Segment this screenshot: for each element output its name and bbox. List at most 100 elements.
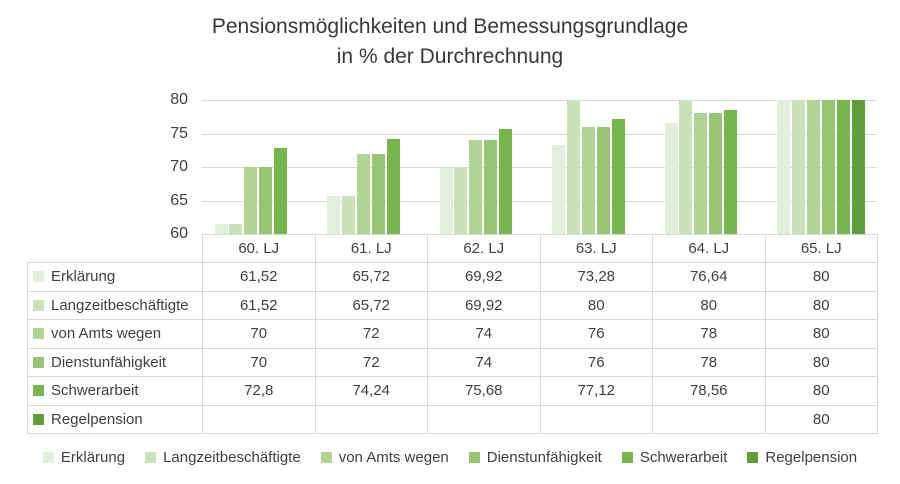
gridline — [202, 167, 877, 168]
bar — [566, 100, 580, 234]
table-value-cell: 80 — [764, 347, 878, 377]
bar — [709, 113, 723, 234]
table-value-cell: 78,56 — [652, 376, 766, 406]
data-table-grid: 60. LJ 61. LJ 62. LJ 63. LJ 64. LJ 65. LJ Erkl… — [27, 234, 878, 434]
table-value-cell — [539, 404, 653, 434]
bar — [851, 100, 865, 234]
bar — [581, 126, 595, 234]
gridline — [202, 133, 877, 135]
series-key-icon — [33, 328, 44, 340]
table-row-label: Regelpension — [27, 404, 203, 434]
table-value-cell: 80 — [764, 376, 878, 406]
bar — [596, 126, 610, 234]
table-value-cell: 69,92 — [427, 262, 541, 292]
table-row: Regelpension 80 — [27, 404, 878, 434]
table-value-cell: 70 — [202, 347, 316, 377]
legend-item: Regelpension — [747, 449, 857, 466]
table-value-cell — [314, 404, 428, 434]
table-header-cell: 65. LJ — [764, 234, 878, 263]
plot-area — [202, 100, 877, 234]
legend-swatch-icon — [145, 452, 157, 463]
series-name-label: Schwerarbeit — [51, 382, 139, 400]
table-value-cell: 65,72 — [314, 262, 428, 292]
series-key-icon — [33, 356, 44, 368]
table-value-cell — [427, 404, 541, 434]
bar — [356, 153, 370, 234]
y-axis-tick-label: 70 — [170, 158, 188, 175]
y-axis-tick-label: 65 — [170, 191, 188, 209]
series-key-icon — [33, 299, 44, 311]
legend-item: Dienstunfähigkeit — [468, 449, 602, 466]
table-value-cell: 80 — [764, 290, 878, 320]
bar — [552, 145, 565, 234]
bar — [821, 100, 835, 234]
table-header-cell: 62. LJ — [427, 234, 541, 263]
series-name-label: Dienstunfähigkeit — [51, 353, 167, 371]
legend-item: von Amts wegen — [320, 449, 449, 466]
legend-label: von Amts wegen — [338, 449, 449, 466]
chart-title: Pensionsmöglichkeiten und Bemessungsgrun… — [0, 12, 900, 72]
series-name-label: Langzeitbeschäftigte — [51, 296, 189, 314]
bar — [611, 119, 625, 234]
table-row-label: von Amts wegen — [27, 319, 203, 349]
table-value-cell: 61,52 — [202, 262, 316, 292]
legend-label: Erklärung — [60, 449, 126, 466]
table-value-cell: 74,24 — [314, 376, 428, 406]
table-row-label: Dienstunfähigkeit — [27, 347, 203, 377]
bar — [274, 148, 288, 234]
table-value-cell: 80 — [652, 290, 766, 320]
table-value-cell: 80 — [764, 319, 878, 349]
table-row: von Amts wegen 70 72 74 76 78 80 — [27, 319, 878, 349]
y-axis-tick-label: 80 — [170, 91, 188, 108]
bar — [371, 153, 385, 234]
table-row: Schwerarbeit 72,8 74,24 75,68 77,12 78,56 80 — [27, 376, 878, 406]
bar — [836, 100, 850, 234]
bar — [327, 195, 340, 234]
bar — [341, 195, 355, 234]
legend-swatch-icon — [42, 452, 54, 463]
legend-label: Regelpension — [765, 449, 858, 466]
table-value-cell: 61,52 — [202, 290, 316, 320]
bar — [244, 167, 258, 234]
table-row-label: Langzeitbeschäftigte — [27, 290, 203, 320]
series-name-label: Regelpension — [51, 410, 143, 428]
table-value-cell — [652, 404, 766, 434]
table-value-cell: 69,92 — [427, 290, 541, 320]
table-value-cell: 73,28 — [539, 262, 653, 292]
series-key-icon — [33, 385, 44, 397]
table-header-cell: 63. LJ — [539, 234, 653, 263]
bar — [694, 113, 708, 234]
table-value-cell: 72,8 — [202, 376, 316, 406]
legend: Erklärung Langzeitbeschäftigte von Amts we… — [0, 449, 900, 466]
bar — [777, 100, 790, 234]
legend-label: Schwerarbeit — [639, 449, 728, 466]
legend-swatch-icon — [320, 452, 332, 463]
table-row-label: Erklärung — [27, 262, 203, 292]
table-value-cell: 80 — [764, 262, 878, 292]
bar — [214, 223, 228, 234]
bar — [386, 138, 400, 234]
bar — [679, 100, 693, 234]
table-value-cell: 70 — [202, 319, 316, 349]
table-row: Erklärung 61,52 65,72 69,92 73,28 76,64 80 — [27, 262, 878, 292]
legend-item: Langzeitbeschäftigte — [145, 449, 301, 466]
bar — [724, 109, 738, 234]
y-axis: 60 65 70 75 80 — [148, 91, 190, 242]
bar — [791, 100, 805, 234]
bar — [806, 100, 820, 234]
series-name-label: Erklärung — [51, 268, 116, 286]
table-value-cell: 78 — [652, 347, 766, 377]
data-table: 60. LJ 61. LJ 62. LJ 63. LJ 64. LJ 65. LJ Erkl… — [27, 234, 878, 434]
table-header-cell: 61. LJ — [314, 234, 428, 263]
series-key-icon — [33, 271, 44, 283]
table-value-cell: 74 — [427, 347, 541, 377]
table-row: Dienstunfähigkeit 70 72 74 76 78 80 — [27, 347, 878, 377]
table-value-cell: 78 — [652, 319, 766, 349]
table-corner-cell — [28, 235, 203, 263]
table-value-cell: 80 — [764, 404, 878, 434]
table-header-cell: 64. LJ — [652, 234, 766, 263]
legend-swatch-icon — [468, 452, 480, 463]
bar — [259, 167, 273, 234]
legend-label: Langzeitbeschäftigte — [163, 449, 301, 466]
